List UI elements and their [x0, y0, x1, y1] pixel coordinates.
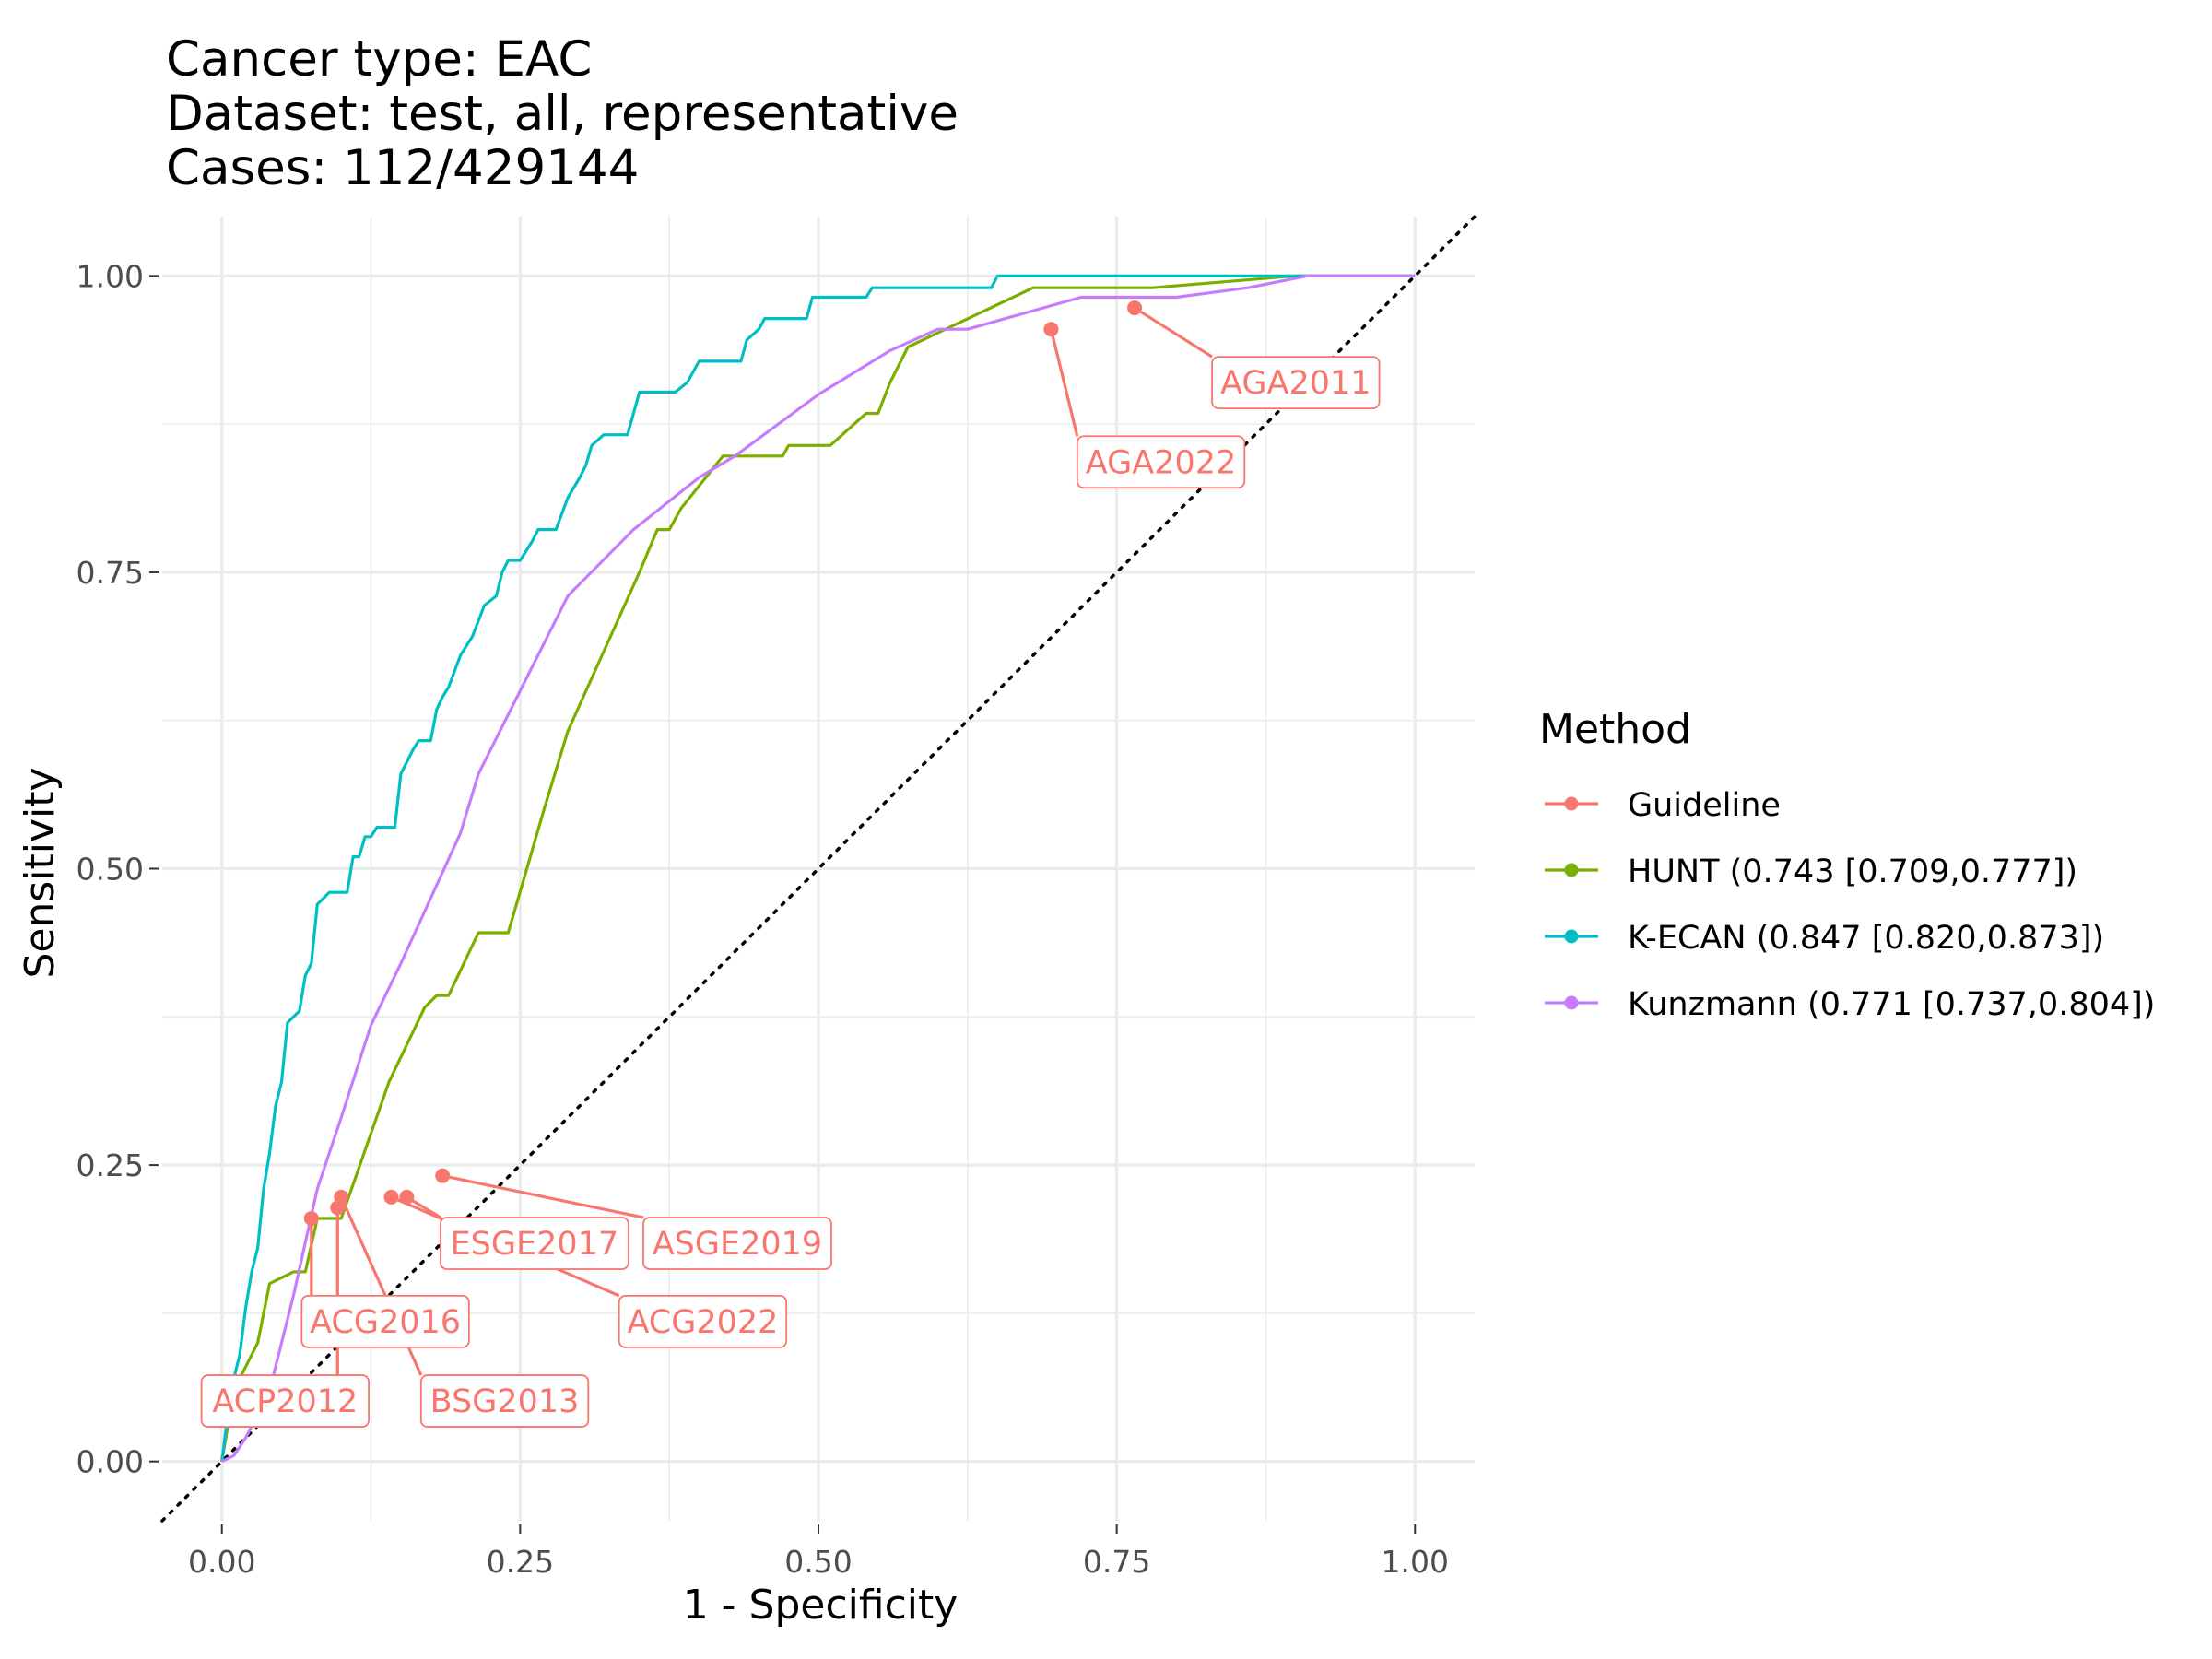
guideline-label-1: AGA2022 [1086, 444, 1236, 481]
axes: 0.00 0.25 0.50 0.75 1.00 0.00 0.25 0.50 0.75 1.00 [76, 258, 1449, 1580]
guideline-label-3: ASGE2019 [653, 1226, 822, 1263]
series-line-0 [220, 274, 1416, 1462]
guideline-label-5: ACG2016 [310, 1304, 461, 1341]
title-line-2: Dataset: test, all, representative [166, 86, 959, 142]
y-axis-title: Sensitivity [17, 767, 64, 978]
guideline-label-4: ACG2022 [627, 1304, 778, 1341]
x-tick-label-4: 1.00 [1382, 1544, 1449, 1580]
series-line-1 [220, 274, 1416, 1462]
guideline-label-box-5 [300, 1294, 470, 1348]
x-axis-title: 1 - Specificity [683, 1582, 959, 1629]
guideline-point-7 [330, 1200, 346, 1216]
legend-label-2: K-ECAN (0.847 [0.820,0.873]) [1628, 920, 2104, 957]
chart-title: Cancer type: EAC Dataset: test, all, rep… [166, 31, 959, 196]
guideline-label-box-0 [1211, 356, 1381, 409]
guideline-connector-3 [441, 1174, 644, 1219]
legend-title: Method [1539, 706, 1691, 753]
x-tick-label-2: 0.50 [784, 1544, 852, 1580]
guideline-connector-0 [1134, 306, 1213, 359]
legend-key-point-3 [1564, 995, 1579, 1010]
guideline-label-box-2 [439, 1217, 629, 1270]
guideline-point-1 [1043, 322, 1059, 337]
guideline-point-3 [435, 1168, 451, 1183]
title-line-1: Cancer type: EAC [166, 31, 592, 88]
guideline-connector-6 [339, 1196, 423, 1376]
guideline-point-5 [303, 1210, 319, 1226]
legend-label-1: HUNT (0.743 [0.709,0.777]) [1628, 853, 2077, 890]
guideline-label-box-1 [1076, 435, 1246, 489]
guideline-label-box-6 [419, 1374, 590, 1428]
guideline-point-4 [383, 1189, 399, 1205]
guideline-connector-1 [1049, 328, 1079, 437]
y-tick-label-1: 0.25 [76, 1147, 144, 1183]
title-line-3: Cases: 112/429144 [166, 140, 639, 196]
guideline-annotations: AGA2011 AGA2022 ESGE2017 ASGE2019 ACG2022 ACG… [200, 300, 1381, 1428]
grid [162, 217, 1475, 1521]
legend-key-point-1 [1564, 863, 1579, 877]
guideline-label-7: ACP2012 [212, 1383, 358, 1420]
guideline-label-box-7 [200, 1374, 370, 1428]
x-tick-label-1: 0.25 [487, 1544, 554, 1580]
guideline-label-2: ESGE2017 [451, 1226, 619, 1263]
guideline-label-0: AGA2011 [1220, 365, 1371, 402]
legend-key-point-0 [1564, 796, 1579, 811]
legend-label-3: Kunzmann (0.771 [0.737,0.804]) [1628, 986, 2155, 1023]
legend-key-point-2 [1564, 929, 1579, 944]
guideline-point-0 [1127, 300, 1143, 316]
y-tick-label-0: 0.00 [76, 1444, 144, 1480]
y-tick-label-4: 1.00 [76, 258, 144, 294]
x-tick-label-0: 0.00 [188, 1544, 255, 1580]
guideline-label-box-3 [642, 1217, 832, 1270]
legend: Method Guideline HUNT (0.743 [0.709,0.777… [1539, 706, 2155, 1023]
guideline-label-box-4 [618, 1294, 788, 1348]
guideline-label-6: BSG2013 [430, 1383, 580, 1420]
y-tick-label-3: 0.75 [76, 555, 144, 591]
x-tick-label-3: 0.75 [1083, 1544, 1150, 1580]
legend-label-0: Guideline [1628, 787, 1781, 824]
y-tick-label-2: 0.50 [76, 852, 144, 888]
